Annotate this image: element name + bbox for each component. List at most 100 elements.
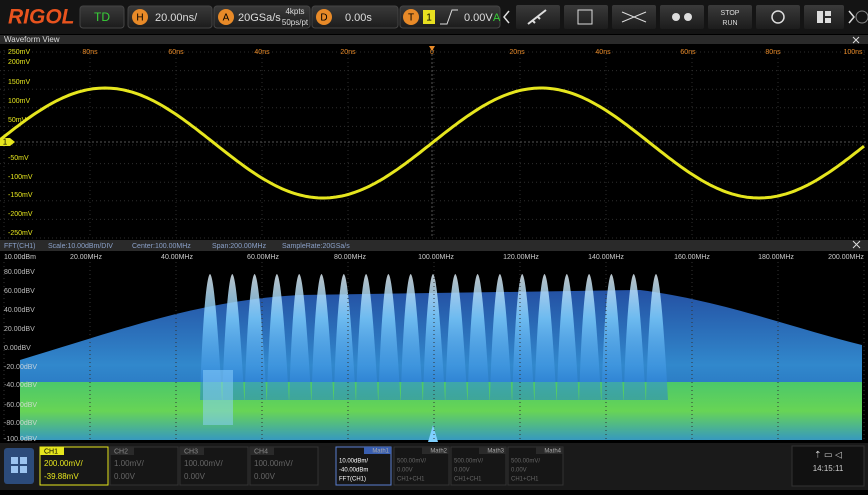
spur [428, 425, 438, 442]
math-offset: 0.00V [397, 468, 413, 474]
channel-tab [250, 447, 274, 455]
acquire-button[interactable] [213, 5, 311, 29]
freq-label: 60.00MHz [247, 254, 279, 261]
horizontal-button[interactable] [127, 5, 213, 29]
waveform-title: Waveform View [4, 35, 60, 44]
spectral-peak [356, 274, 379, 400]
icon [672, 13, 680, 21]
time-label: 20ns [509, 49, 525, 56]
fft-header-item: Span:200.00MHz [212, 243, 267, 250]
math-source: CH1+CH1 [397, 477, 425, 483]
channel-boxes: CH1 200.00mV/ -39.88mV CH2 1.00mV/0.00V CH3 10… [39, 446, 319, 486]
math-tab [479, 447, 506, 454]
spectral-peak [534, 274, 557, 400]
math-tab [364, 447, 391, 454]
scroll-left[interactable] [503, 10, 510, 24]
memory-depth: 4kpts [285, 7, 304, 16]
channel-offset: 0.00V [254, 472, 276, 481]
time-label: 60ns [168, 49, 184, 56]
badge [316, 9, 332, 25]
timebase: 20.00ns/ [155, 12, 198, 24]
level-label: 80.00dBV [4, 269, 35, 276]
math-source: CH1+CH1 [454, 477, 482, 483]
menu-button[interactable] [4, 448, 34, 484]
time-label: 100ns [843, 49, 863, 56]
channel-name: CH1 [44, 448, 58, 455]
delay-button[interactable] [311, 5, 399, 29]
volt-label: -100mV [8, 174, 33, 181]
freq-label: 100.00MHz [418, 254, 454, 261]
icon [684, 13, 692, 21]
channel-scale: 100.00mV/ [254, 459, 293, 468]
icon [527, 9, 547, 25]
run-stop-button[interactable] [708, 5, 752, 29]
trigger-source-box [423, 10, 435, 24]
fft-grid: 10.00dBm 20.00MHz 40.00MHz 60.00MHz 80.00MHz… [3, 254, 865, 443]
freq-label: 40.00MHz [161, 254, 193, 261]
math-name: Math1 [372, 449, 389, 455]
badge [218, 9, 234, 25]
spectral-peak [378, 274, 401, 400]
display-button[interactable] [564, 5, 608, 29]
math-name: Math2 [430, 449, 447, 455]
layout-button[interactable] [804, 5, 844, 29]
trigger-source: 1 [426, 13, 432, 24]
badge-text: A [223, 13, 230, 24]
channel-name: CH3 [184, 448, 198, 455]
spectral-peak [601, 274, 624, 400]
freq-label: 20.00MHz [70, 254, 102, 261]
fft-header-item: FFT(CH1) [4, 243, 36, 250]
freq-label: 140.00MHz [588, 254, 624, 261]
close-waveform[interactable] [852, 36, 860, 44]
math-offset: -40.00dBm [339, 468, 368, 474]
spectral-peak [266, 274, 289, 400]
spectral-peak [467, 274, 490, 400]
icon [771, 10, 785, 24]
math-name: Math3 [487, 449, 504, 455]
channel-marker-shape [0, 138, 15, 146]
mode-button[interactable] [79, 5, 125, 29]
fft-header-item: Center:100.00MHz [132, 243, 191, 250]
math-source: FFT(CH1) [339, 477, 366, 483]
math-box[interactable] [450, 446, 507, 486]
status-icons: ⇡ ▭ ◁ [814, 449, 842, 459]
spectral-peak [222, 274, 245, 400]
channel-name: CH4 [254, 448, 268, 455]
system-panel [791, 445, 865, 487]
time-label: 80ns [765, 49, 781, 56]
spectral-peak [623, 274, 646, 400]
spectral-peak [423, 274, 445, 400]
math-name: Math4 [544, 449, 561, 455]
freq-label: 160.00MHz [674, 254, 710, 261]
clock: 14:15:11 [813, 464, 844, 473]
math-offset: 0.00V [511, 468, 527, 474]
math-scale: 500.00mV/ [511, 459, 540, 465]
icon [817, 11, 831, 23]
channel-scale: 100.00mV/ [184, 459, 223, 468]
icon[interactable] [855, 10, 868, 24]
scroll-right[interactable] [848, 10, 855, 24]
spectral-tail [203, 370, 233, 425]
volt-label: -50mV [8, 155, 29, 162]
channel-name: CH2 [114, 448, 128, 455]
channel-scale: 200.00mV/ [44, 459, 83, 468]
edge-icon [440, 9, 458, 25]
logo: RIGOL [8, 6, 75, 29]
delay: 0.00s [345, 12, 372, 24]
volt-label: -250mV [8, 230, 33, 237]
spectral-peak [289, 274, 312, 400]
level-label: -20.00dBV [4, 364, 37, 371]
fft-header: FFT(CH1) Scale:10.00dBm/DIV Center:100.00M… [4, 243, 350, 250]
channel-offset: -39.88mV [44, 472, 79, 481]
badge-text: H [136, 13, 143, 24]
icon [577, 9, 593, 25]
history-button[interactable] [756, 5, 800, 29]
close-fft[interactable] [852, 240, 861, 249]
icon [621, 11, 647, 23]
spectral-peak [512, 274, 535, 400]
sample-rate: 20GSa/s [238, 12, 281, 24]
auto-button[interactable] [660, 5, 704, 29]
volt-label: 150mV [8, 79, 31, 86]
time-label: 0 [430, 49, 434, 56]
